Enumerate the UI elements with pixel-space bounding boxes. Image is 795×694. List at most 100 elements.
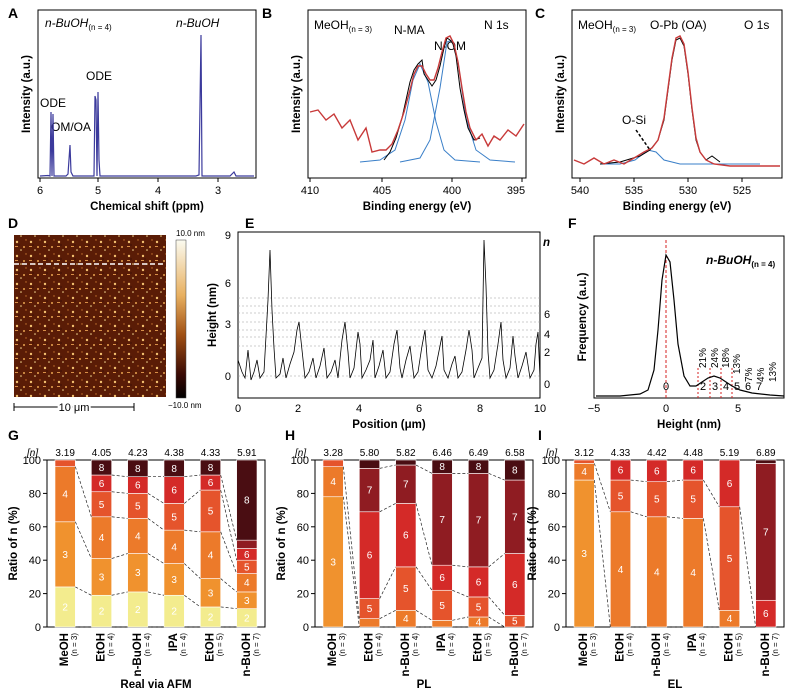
bar-segment-n6 xyxy=(610,459,631,481)
segment-connector xyxy=(630,479,647,483)
y-tick-label: 20 xyxy=(297,589,309,601)
segment-connector xyxy=(379,503,396,513)
segment-connector xyxy=(111,591,128,596)
bar-segment-n8 xyxy=(504,459,526,481)
category-sublabel: (n = 4) xyxy=(698,633,707,657)
segment-connector xyxy=(147,493,165,504)
mean-n-label: 4.48 xyxy=(683,448,703,459)
segment-connector xyxy=(111,516,128,519)
bar-segment-label: 5 xyxy=(171,512,177,523)
bar-segment-label: 4 xyxy=(403,614,409,625)
bar-segment-label: 3 xyxy=(208,588,214,599)
panel-d-scale-label: 10 μm xyxy=(59,402,90,414)
bar-segment-n8 xyxy=(395,459,417,466)
segment-connector xyxy=(415,503,433,566)
y-tick-label: 80 xyxy=(297,488,309,500)
category-label: IPA xyxy=(436,633,448,651)
bar-segment-n8 xyxy=(755,459,777,464)
bar-segment-n6 xyxy=(646,459,668,483)
category-sublabel: (n = 3) xyxy=(589,633,598,657)
segment-connector xyxy=(342,466,360,619)
bar-segment-n5 xyxy=(54,459,76,467)
bar-segment-n6 xyxy=(719,459,740,508)
category-sublabel: (n = 4) xyxy=(447,633,456,657)
segment-connector xyxy=(488,616,505,628)
panel-b-sample-label: MeOH(n = 3) xyxy=(314,18,372,34)
segment-connector xyxy=(147,518,165,531)
category-label: n-BuOH xyxy=(760,633,772,676)
x-axis-label: Real via AFM xyxy=(120,679,191,691)
panel-c-x-label: Binding energy (eV) xyxy=(623,201,732,213)
category-label: MeOH xyxy=(59,633,71,666)
segment-connector xyxy=(220,578,237,593)
panel-label-a: A xyxy=(8,5,18,21)
bar-segment-label: 7 xyxy=(367,486,373,497)
bar-segment-label: 6 xyxy=(690,466,696,477)
segment-connector xyxy=(220,606,237,609)
panel-e-y-tick: 0 xyxy=(225,371,231,383)
panel-a-x-tick: 5 xyxy=(95,185,101,197)
panel-b-x-tick: 405 xyxy=(373,185,391,197)
bar-segment-label: 5 xyxy=(654,495,660,506)
bar-segment-label: 5 xyxy=(690,495,696,506)
panel-a-nmr: n-BuOH(n = 4) n-BuOH ODE ODE OM/OA 6 5 4… xyxy=(21,9,257,213)
bar-segment-n8 xyxy=(200,459,221,476)
bar-segment-label: 7 xyxy=(476,516,482,527)
segment-connector xyxy=(452,589,469,598)
bar-segment-label: 8 xyxy=(439,462,445,473)
segment-connector xyxy=(452,616,469,621)
panel-d-afm: 10.0 nm −10.0 nm 10 μm xyxy=(13,229,205,416)
bar-segment-label: 4 xyxy=(618,565,624,576)
bar-segment-n6 xyxy=(682,459,704,481)
bar-segment-n8 xyxy=(163,459,185,478)
panel-e-profile: 0 2 4 6 8 10 0 3 6 9 Position (μm) Heigh… xyxy=(207,230,550,431)
panel-label-c: C xyxy=(535,5,545,21)
panel-d-afm-image xyxy=(14,235,166,397)
panel-b-x-label: Binding energy (eV) xyxy=(363,201,472,213)
mean-n-label: 3.12 xyxy=(574,448,594,459)
panel-c-y-label: Intensity (a.u.) xyxy=(555,55,567,133)
panel-label-h: H xyxy=(285,427,295,443)
panel-e-y-tick: 6 xyxy=(225,278,231,290)
panel-b-x-tick: 400 xyxy=(443,185,461,197)
bar-segment-label: 8 xyxy=(512,466,518,477)
mean-n-label: 6.46 xyxy=(432,448,452,459)
bar-segment-label: 7 xyxy=(763,527,769,538)
mean-n-label: 4.23 xyxy=(128,448,148,459)
panel-e-right-tick: 4 xyxy=(544,329,550,341)
panel-b-fit xyxy=(309,35,525,153)
segment-connector xyxy=(703,479,720,507)
segment-connector xyxy=(75,586,92,596)
panel-a-x-tick: 4 xyxy=(155,185,161,197)
panel-b-title: N 1s xyxy=(484,18,509,32)
bar-segment-label: 6 xyxy=(208,478,214,489)
panel-f-x-label: Height (nm) xyxy=(657,419,721,431)
panel-c-fit xyxy=(573,35,780,167)
bar-segment-label: 6 xyxy=(654,466,660,477)
bar-segment-label: 2 xyxy=(171,607,177,618)
bar-segment-label: 2 xyxy=(244,613,250,624)
bar-segment-label: 6 xyxy=(476,577,482,588)
panel-c-x-tick: 530 xyxy=(679,185,697,197)
bar-segment-label: 2 xyxy=(135,605,141,616)
segment-connector xyxy=(666,479,684,483)
panel-c-component-opb: O-Pb (OA) xyxy=(650,18,707,32)
segment-connector xyxy=(739,506,757,628)
category-label: IPA xyxy=(687,633,699,651)
category-sublabel: (n = 5) xyxy=(735,633,744,657)
segment-connector xyxy=(184,529,201,533)
bar-segment-label: 6 xyxy=(727,479,733,490)
panel-f-layer-label: 6 xyxy=(745,381,751,393)
category-label: n-BuOH xyxy=(400,633,412,676)
bar-segment-n4 xyxy=(431,620,453,628)
panel-e-right-tick: 0 xyxy=(544,379,550,391)
panel-e-x-tick: 4 xyxy=(356,403,362,415)
category-sublabel: (n = 3) xyxy=(338,633,347,657)
segment-connector xyxy=(415,566,433,591)
y-tick-label: 80 xyxy=(29,488,41,500)
panel-a-x-tick: 3 xyxy=(215,185,221,197)
segment-connector xyxy=(75,466,92,517)
mean-n-label: 3.19 xyxy=(55,448,75,459)
panel-b-x-axis: 410 405 400 395 xyxy=(301,178,525,197)
category-label: EtOH xyxy=(205,633,217,662)
